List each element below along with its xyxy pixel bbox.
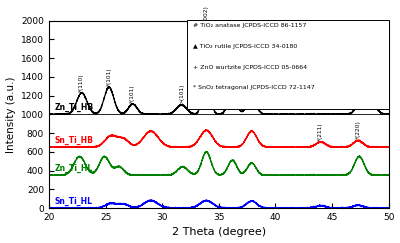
Text: >(101): >(101) bbox=[179, 83, 184, 104]
Text: #(004): #(004) bbox=[249, 75, 254, 95]
X-axis label: 2 Theta (degree): 2 Theta (degree) bbox=[172, 227, 266, 237]
Text: ▲ TiO₂ rutile JCPDS-ICCD 34-0180: ▲ TiO₂ rutile JCPDS-ICCD 34-0180 bbox=[193, 44, 298, 49]
Text: + ZnO wurtzite JCPDS-ICCD 05-0664: + ZnO wurtzite JCPDS-ICCD 05-0664 bbox=[193, 65, 308, 70]
Text: Sn_Ti_HL: Sn_Ti_HL bbox=[55, 197, 93, 206]
Text: *(220): *(220) bbox=[356, 120, 361, 139]
Text: *(101): *(101) bbox=[106, 68, 112, 86]
FancyBboxPatch shape bbox=[186, 20, 389, 109]
Text: *(101): *(101) bbox=[130, 85, 135, 103]
Text: *(002): *(002) bbox=[204, 6, 209, 25]
Text: *(110): *(110) bbox=[79, 73, 84, 92]
Text: +(101): +(101) bbox=[230, 74, 235, 95]
Y-axis label: Intensity (a.u.): Intensity (a.u.) bbox=[6, 76, 16, 153]
Text: Zn_Ti_HB: Zn_Ti_HB bbox=[55, 103, 94, 113]
Text: Zn_Ti_HL: Zn_Ti_HL bbox=[55, 164, 93, 173]
Text: +(100): +(100) bbox=[358, 81, 363, 102]
Text: # TiO₂ anatase JCPDS-ICCD 86-1157: # TiO₂ anatase JCPDS-ICCD 86-1157 bbox=[193, 24, 307, 28]
Text: * SnO₂ tetragonal JCPDS-ICCD 72-1147: * SnO₂ tetragonal JCPDS-ICCD 72-1147 bbox=[193, 85, 315, 90]
Text: *(211): *(211) bbox=[318, 122, 323, 141]
Text: Sn_Ti_HB: Sn_Ti_HB bbox=[55, 136, 94, 145]
